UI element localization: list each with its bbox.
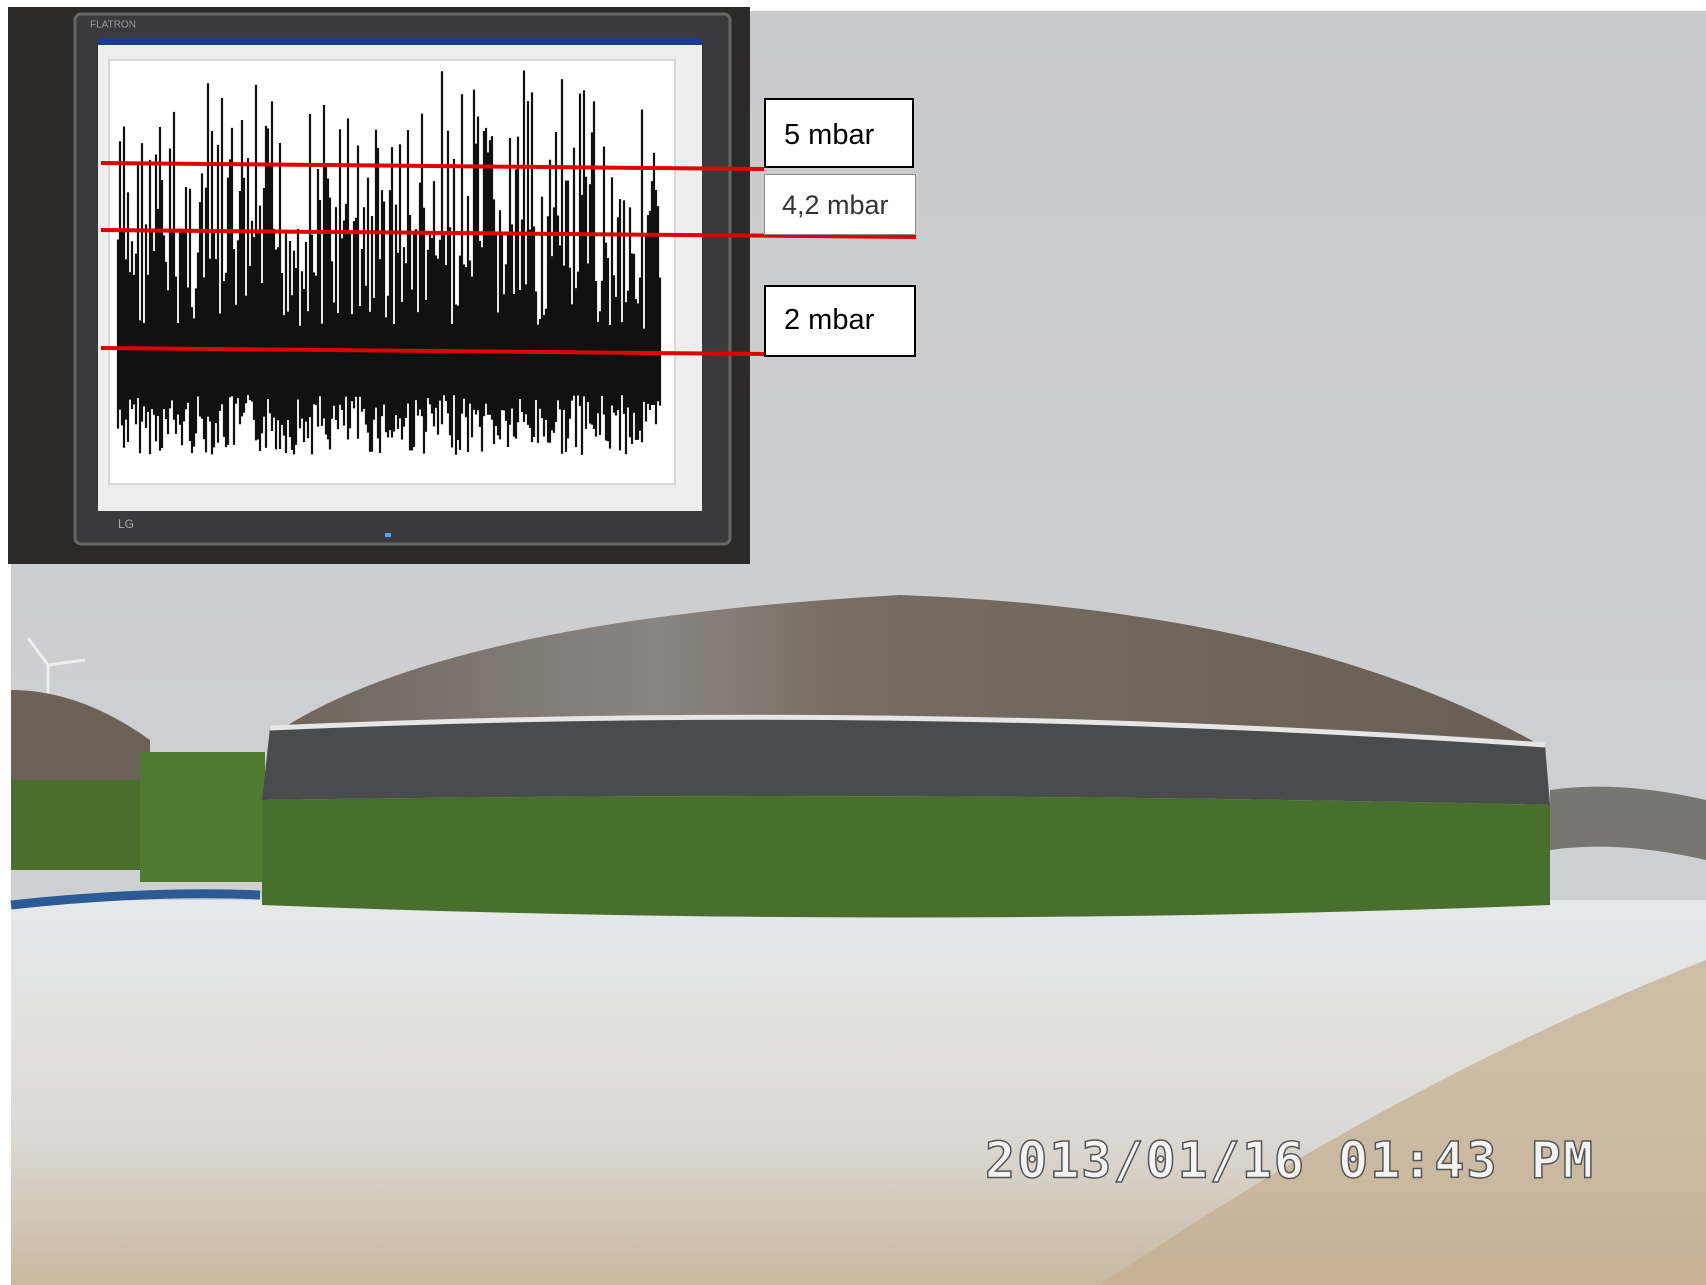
left-tank-wall (11, 780, 151, 870)
photo-timestamp: 2013/01/16 01:43 PM (985, 1132, 1595, 1190)
monitor-logo: LG (118, 517, 134, 531)
monitor-brand: FLATRON (90, 20, 136, 31)
power-led (385, 533, 391, 537)
label-box: 4,2 mbar (764, 174, 916, 235)
page: 2013/01/16 01:43 PM FLATRON LG 5 mbar 4,… (0, 0, 1706, 1285)
dome-wall (262, 796, 1550, 918)
label-box: 5 mbar (764, 98, 914, 168)
window-titlebar (98, 38, 702, 45)
shed (140, 752, 265, 882)
label-box: 2 mbar (764, 285, 916, 357)
